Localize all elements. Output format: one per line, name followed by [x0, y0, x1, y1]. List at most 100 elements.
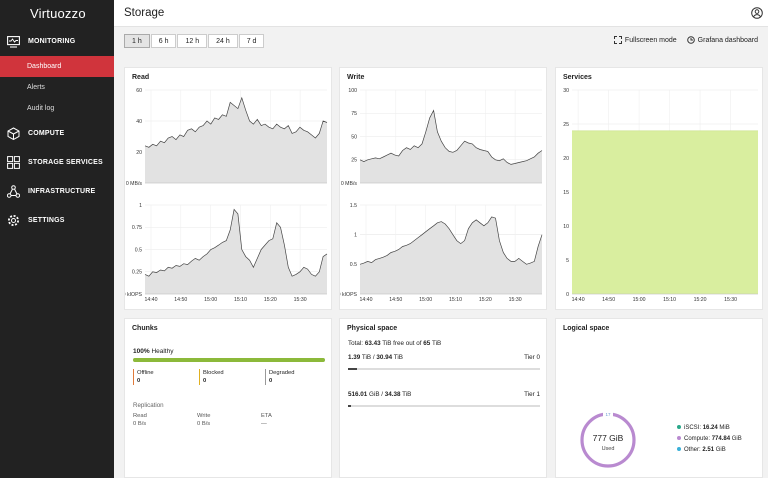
nav-compute[interactable]: COMPUTE — [0, 119, 114, 148]
replication-read-label: Read — [133, 413, 147, 419]
replication-read: Read 0 B/s — [133, 413, 197, 428]
toolbar-links: Fullscreen mode Grafana dashboard — [604, 36, 758, 44]
replication-write-label: Write — [197, 413, 211, 419]
x-tick-label: 14:40 — [572, 297, 585, 303]
total-unit: TiB — [431, 340, 442, 347]
fullscreen-icon — [613, 36, 622, 44]
tier1-total-unit: TiB — [402, 391, 412, 398]
series-area — [145, 97, 327, 183]
legend-compute-dot — [677, 436, 681, 440]
degraded-stat: Degraded 0 — [265, 369, 325, 385]
y-tick-label: 0 MB/s — [126, 181, 143, 187]
y-tick-label: 25 — [351, 158, 357, 164]
read-title: Read — [132, 74, 150, 81]
grafana-button[interactable]: Grafana dashboard — [686, 36, 758, 44]
x-tick-label: 15:30 — [724, 297, 737, 303]
physical-total: Total: 63.43 TiB free out of 65 TiB — [348, 340, 441, 347]
nav-dashboard[interactable]: Dashboard — [0, 56, 114, 77]
read-throughput-chart: 0 MB/s 20 40 60 0 kIOPS 0.25 0.5 0.75 1 14:40 14:5… — [125, 88, 328, 303]
nav-infrastructure-label: INFRASTRUCTURE — [28, 188, 96, 195]
blocked-value: 0 — [203, 378, 207, 384]
nav-infrastructure[interactable]: INFRASTRUCTURE — [0, 177, 114, 206]
physical-title: Physical space — [347, 325, 398, 332]
y-tick-label: 0.75 — [132, 225, 142, 231]
series-area — [360, 216, 542, 294]
chart-1: 0 kIOPS 0.25 0.5 0.75 1 14:40 14:50 15:00 15:10 1… — [125, 203, 328, 303]
total-free: 63.43 — [364, 340, 381, 347]
write-throughput-chart: 0 MB/s 25 50 75 100 0 kIOPS 0.5 1 1.5 14:40 14:50 1… — [340, 88, 543, 303]
services-panel: Services 0 5 10 15 20 25 30 14:40 14:50 15:00 15:1… — [555, 67, 763, 310]
series-line — [359, 109, 543, 165]
replication-eta: ETA — — [261, 413, 325, 428]
series-line — [144, 96, 328, 148]
y-tick-label: 0 kIOPS — [125, 292, 143, 298]
chunk-stats: Offline 0 Blocked 0 Degraded 0 — [133, 369, 325, 385]
topbar: Storage — [114, 0, 768, 27]
legend-compute-value: 774.84 — [711, 436, 731, 442]
legend-compute-unit: GiB — [731, 436, 742, 442]
chart-4: 0 5 10 15 20 25 30 14:40 14:50 15:00 15:10 15:20 15:… — [563, 88, 758, 303]
y-tick-label: 5 — [566, 258, 569, 264]
replication-eta-value: — — [261, 420, 267, 427]
donut-top-bg — [603, 411, 613, 417]
y-tick-label: 25 — [563, 122, 569, 128]
legend-other-name: Other: — [684, 447, 701, 453]
legend-iscsi-name: iSCSI: — [684, 425, 702, 431]
gear-icon — [6, 214, 20, 228]
range-12h[interactable]: 12 h — [177, 34, 208, 48]
legend-other-value: 2.51 — [702, 447, 715, 453]
logical-title: Logical space — [563, 325, 610, 332]
legend-iscsi-value: 16.24 — [702, 425, 718, 431]
page-title: Storage — [124, 7, 165, 19]
legend-compute: Compute: 774.84 GiB — [677, 434, 742, 445]
logical-space-panel: Logical space 17 777 GiB Used iSCSI: 16.… — [555, 318, 763, 478]
series-area — [145, 209, 327, 294]
x-tick-label: 14:50 — [174, 297, 187, 303]
y-tick-label: 0.5 — [135, 247, 142, 253]
user-icon[interactable] — [751, 6, 763, 24]
range-7d[interactable]: 7 d — [238, 34, 265, 48]
replication-read-value: 0 B/s — [133, 420, 147, 427]
tier0-bar — [348, 368, 540, 370]
y-tick-label: 60 — [136, 88, 142, 94]
main-content: Storage 1 h 6 h 12 h 24 h 7 d Fullscreen… — [114, 0, 768, 478]
y-tick-label: 40 — [136, 119, 142, 125]
tier1-bar — [348, 405, 540, 407]
x-tick-label: 15:00 — [633, 297, 646, 303]
healthy-bar — [133, 358, 325, 362]
nav-monitoring-label: MONITORING — [28, 38, 76, 45]
healthy-pct: 100% — [133, 348, 150, 355]
fullscreen-button[interactable]: Fullscreen mode — [613, 36, 677, 44]
brand-logo[interactable]: Virtuozzo — [30, 5, 86, 21]
replication-write: Write 0 B/s — [197, 413, 261, 428]
legend-iscsi-dot — [677, 425, 681, 429]
x-tick-label: 15:00 — [204, 297, 217, 303]
network-icon — [6, 185, 20, 199]
y-tick-label: 1 — [354, 232, 357, 238]
tier0-label: Tier 0 — [524, 354, 540, 361]
x-tick-label: 15:20 — [264, 297, 277, 303]
chart-3: 0 kIOPS 0.5 1 1.5 14:40 14:50 15:00 15:10 15:20 1… — [340, 203, 543, 303]
nav-storage-services[interactable]: STORAGE SERVICES — [0, 148, 114, 177]
replication-title: Replication — [133, 402, 164, 409]
y-tick-label: 0 kIOPS — [340, 292, 358, 298]
logical-legend: iSCSI: 16.24 MiB Compute: 774.84 GiB Oth… — [677, 423, 742, 456]
chunks-panel: Chunks 100% Healthy Offline 0 Blocked 0 De… — [124, 318, 332, 478]
cube-icon — [6, 127, 20, 141]
read-panel: Read 0 MB/s 20 40 60 0 kIOPS 0.25 0.5 0.75 1 14:4… — [124, 67, 332, 310]
nav-settings[interactable]: SETTINGS — [0, 206, 114, 235]
logical-donut: 17 777 GiB Used — [580, 411, 636, 468]
y-tick-label: 0 — [566, 292, 569, 298]
y-tick-label: 10 — [563, 224, 569, 230]
nav-audit-log[interactable]: Audit log — [27, 105, 55, 112]
nav-alerts[interactable]: Alerts — [27, 84, 45, 91]
range-6h[interactable]: 6 h — [150, 34, 177, 48]
total-all: 65 — [423, 340, 431, 347]
range-24h[interactable]: 24 h — [208, 34, 238, 48]
range-1h[interactable]: 1 h — [124, 34, 150, 48]
grafana-icon — [686, 36, 695, 44]
y-tick-label: 20 — [563, 156, 569, 162]
series-line — [359, 216, 543, 265]
tier1-used-unit: GiB / — [369, 391, 384, 398]
nav-monitoring[interactable]: MONITORING — [0, 27, 114, 56]
